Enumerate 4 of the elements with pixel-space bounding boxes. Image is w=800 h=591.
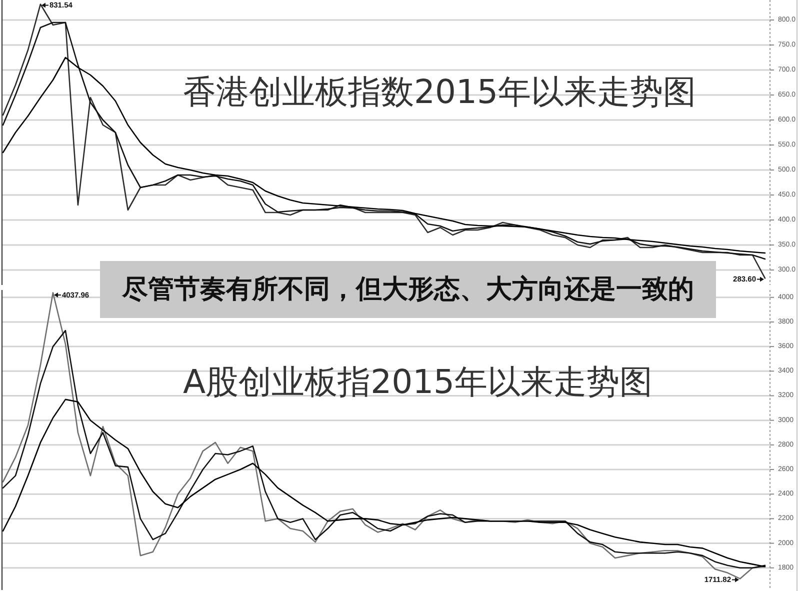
title: A股创业板指2015年以来走势图 <box>183 362 653 401</box>
note-card: 尽管节奏有所不同，但大形态、大方向还是一致的 <box>100 261 716 318</box>
annotation: 尽管节奏有所不同，但大形态、大方向还是一致的 <box>121 274 694 304</box>
title: 香港创业板指数2015年以来走势图 <box>183 72 696 111</box>
